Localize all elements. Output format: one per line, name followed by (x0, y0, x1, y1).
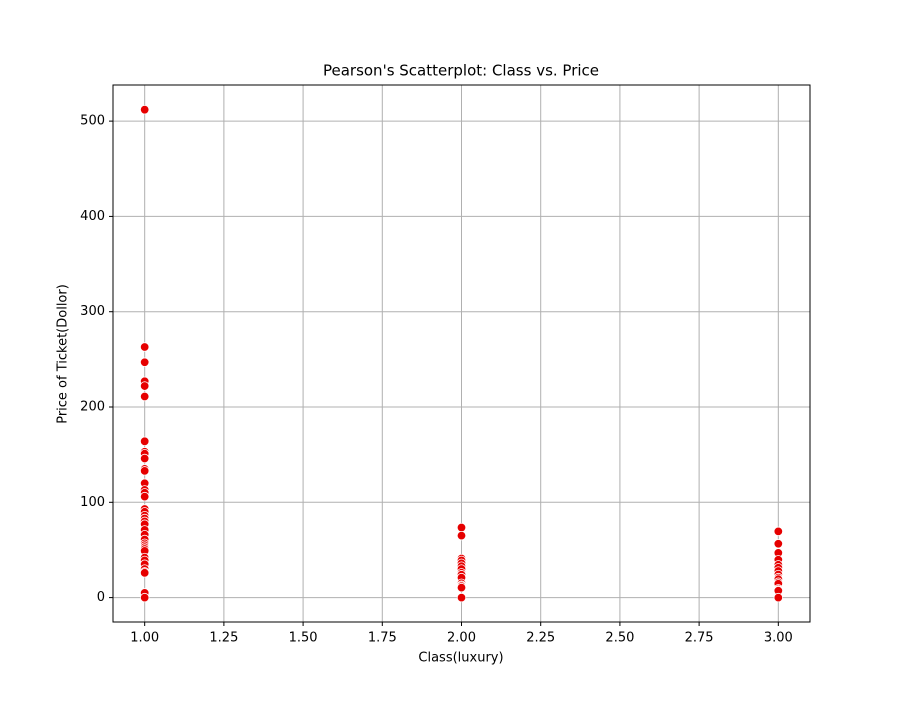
x-tick-label: 1.25 (209, 631, 238, 646)
point (773, 526, 784, 537)
point (139, 342, 150, 352)
x-tick-label: 2.75 (685, 631, 714, 646)
x-tick-label: 1.50 (289, 631, 318, 646)
point (456, 582, 467, 593)
point (773, 592, 784, 603)
points (139, 104, 784, 603)
grid (113, 85, 810, 622)
x-tick-label: 2.00 (447, 631, 476, 646)
point (139, 592, 150, 603)
point (139, 381, 150, 391)
y-axis-label: Price of Ticket(Dollor) (56, 284, 71, 424)
x-tick-label: 2.50 (605, 631, 634, 646)
chart-title: Pearson's Scatterplot: Class vs. Price (323, 62, 599, 80)
point (139, 357, 150, 367)
x-tick-label: 2.25 (526, 631, 555, 646)
y-tick-label: 0 (97, 590, 105, 605)
point (139, 491, 150, 502)
point (139, 391, 150, 402)
x-tick-label: 1.00 (130, 631, 159, 646)
x-tick-label: 3.00 (764, 631, 793, 646)
point (139, 104, 150, 115)
point (456, 530, 467, 541)
y-tick-label: 400 (80, 209, 105, 224)
point (773, 539, 784, 549)
x-tick-label: 1.75 (368, 631, 397, 646)
y-tick-label: 300 (80, 304, 105, 319)
y-tick-label: 200 (80, 400, 105, 415)
y-tick-label: 500 (80, 114, 105, 129)
point (139, 453, 150, 464)
point (139, 436, 150, 447)
point (139, 568, 150, 578)
point (456, 592, 467, 603)
y-tick-label: 100 (80, 495, 105, 510)
point (139, 466, 150, 476)
point (456, 522, 467, 533)
x-axis-label: Class(luxury) (418, 651, 503, 666)
